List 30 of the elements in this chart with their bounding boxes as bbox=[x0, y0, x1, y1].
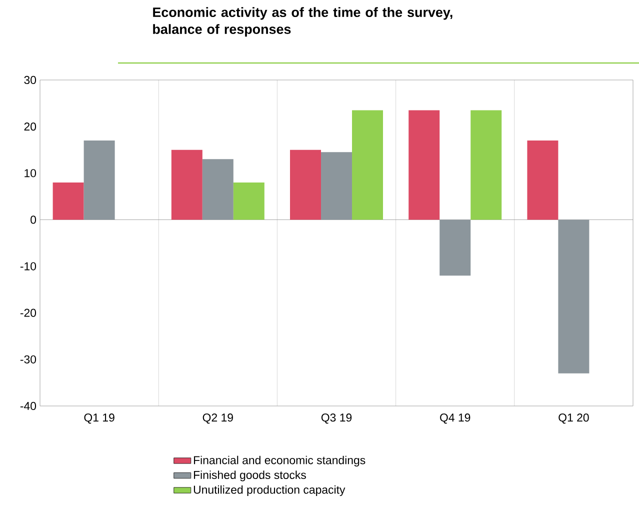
bar bbox=[558, 220, 590, 374]
legend-label: Unutilized production capacity bbox=[194, 485, 346, 496]
y-tick-label: 10 bbox=[24, 169, 36, 178]
y-tick-label: 0 bbox=[30, 216, 36, 224]
bar bbox=[202, 159, 234, 220]
y-tick-label: -10 bbox=[20, 262, 36, 270]
bar bbox=[440, 220, 471, 276]
x-tick-label: Q2 19 bbox=[202, 414, 233, 424]
y-tick-label: -20 bbox=[20, 308, 36, 317]
bar bbox=[470, 110, 502, 220]
legend-label: Finished goods stocks bbox=[194, 470, 306, 482]
y-tick-label: 20 bbox=[24, 122, 36, 131]
x-tick-label: Q3 19 bbox=[321, 414, 352, 424]
y-tick-label: -40 bbox=[20, 402, 36, 410]
bar bbox=[84, 140, 115, 220]
bar bbox=[408, 110, 440, 220]
bar bbox=[352, 110, 384, 220]
x-tick-label: Q1 20 bbox=[558, 414, 589, 424]
y-tick-label: -30 bbox=[20, 355, 36, 364]
y-tick-label: 30 bbox=[24, 76, 36, 84]
bar bbox=[321, 152, 352, 220]
chart-title: Economic activity as of the time of the survey, balance of responses bbox=[153, 7, 452, 37]
x-tick-label: Q4 19 bbox=[440, 414, 470, 424]
x-tick-label: Q1 19 bbox=[84, 414, 114, 424]
bar bbox=[233, 182, 264, 220]
legend-label: Financial and economic standings bbox=[194, 456, 366, 466]
bar bbox=[527, 140, 558, 220]
bar bbox=[171, 150, 202, 220]
bar bbox=[52, 182, 84, 220]
bar bbox=[290, 150, 322, 220]
